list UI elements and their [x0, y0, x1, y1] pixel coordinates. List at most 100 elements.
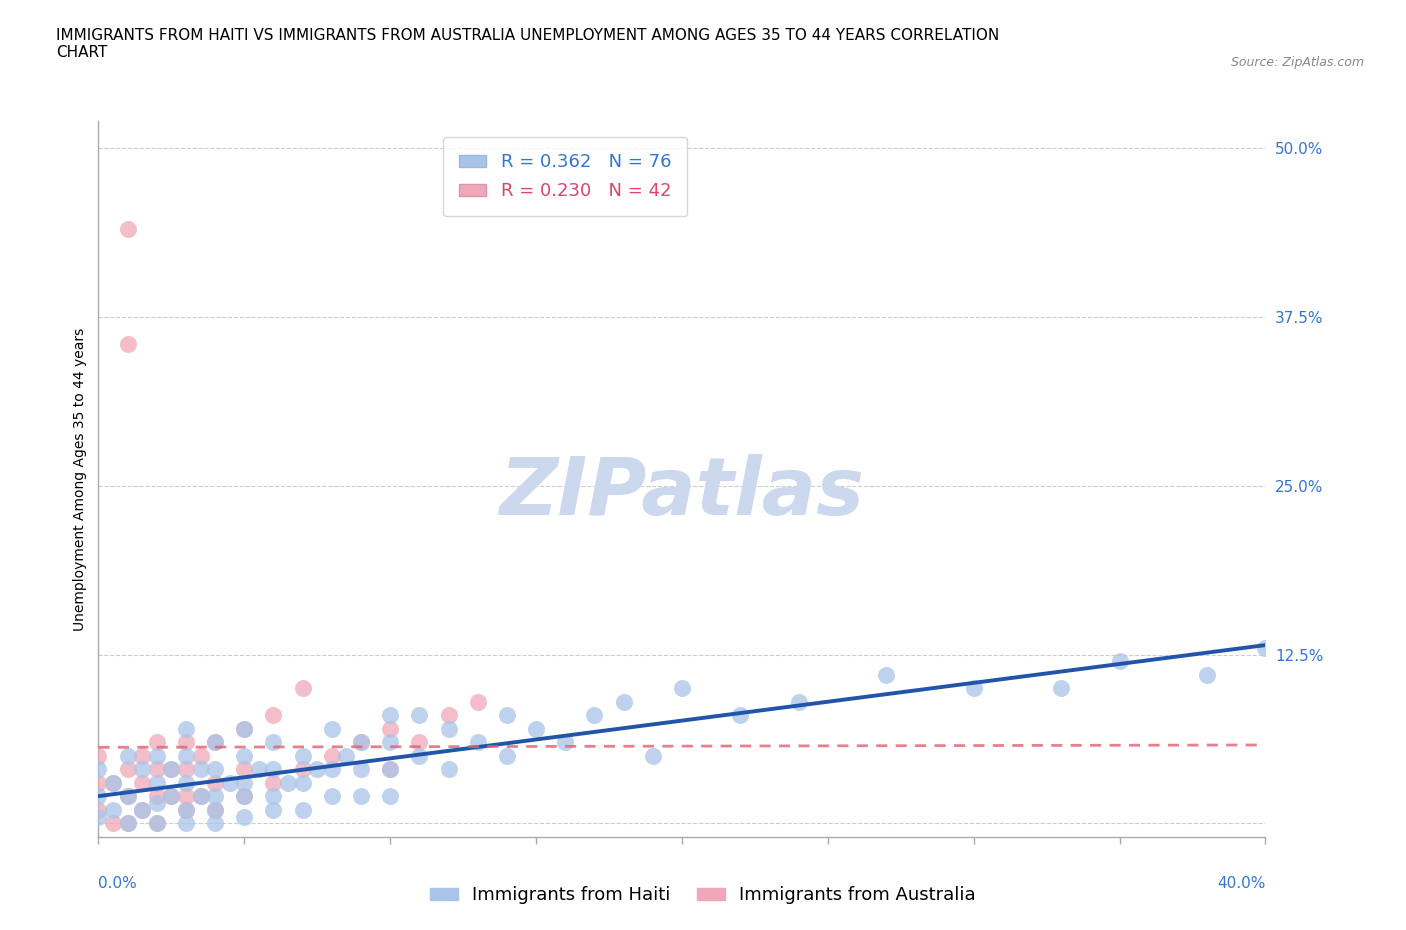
Point [1108, 654, 1130, 669]
Point [233, 749, 256, 764]
Point [190, 789, 212, 804]
Point [218, 776, 240, 790]
Point [160, 762, 183, 777]
Point [174, 789, 197, 804]
Point [204, 816, 226, 830]
Point [335, 749, 357, 764]
Point [307, 762, 329, 777]
Point [291, 681, 314, 696]
Point [262, 789, 284, 804]
Point [380, 762, 402, 777]
Point [87, 762, 110, 777]
Point [467, 695, 489, 710]
Text: ZIPatlas: ZIPatlas [499, 454, 865, 532]
Point [146, 749, 169, 764]
Point [787, 695, 810, 710]
Text: 40.0%: 40.0% [1218, 876, 1265, 891]
Point [190, 749, 212, 764]
Point [146, 776, 169, 790]
Point [612, 695, 634, 710]
Point [146, 762, 169, 777]
Point [117, 749, 139, 764]
Point [875, 668, 897, 683]
Point [350, 735, 373, 750]
Point [641, 749, 664, 764]
Point [146, 789, 169, 804]
Text: 0.0%: 0.0% [98, 876, 138, 891]
Point [101, 776, 124, 790]
Point [350, 735, 373, 750]
Point [233, 722, 256, 737]
Point [496, 708, 519, 723]
Point [160, 762, 183, 777]
Point [117, 789, 139, 804]
Point [131, 762, 153, 777]
Point [146, 796, 169, 811]
Point [380, 789, 402, 804]
Point [131, 749, 153, 764]
Text: IMMIGRANTS FROM HAITI VS IMMIGRANTS FROM AUSTRALIA UNEMPLOYMENT AMONG AGES 35 TO: IMMIGRANTS FROM HAITI VS IMMIGRANTS FROM… [56, 28, 1000, 60]
Point [350, 789, 373, 804]
Point [204, 789, 226, 804]
Point [87, 749, 110, 764]
Point [146, 816, 169, 830]
Point [437, 708, 460, 723]
Point [174, 816, 197, 830]
Point [174, 776, 197, 790]
Point [321, 789, 343, 804]
Point [321, 762, 343, 777]
Point [174, 803, 197, 817]
Point [87, 776, 110, 790]
Point [291, 803, 314, 817]
Point [262, 803, 284, 817]
Point [87, 809, 110, 824]
Point [350, 762, 373, 777]
Point [233, 789, 256, 804]
Point [554, 735, 576, 750]
Point [1254, 641, 1277, 656]
Point [117, 816, 139, 830]
Point [291, 776, 314, 790]
Point [380, 762, 402, 777]
Point [174, 749, 197, 764]
Point [174, 722, 197, 737]
Point [291, 762, 314, 777]
Point [160, 789, 183, 804]
Text: Source: ZipAtlas.com: Source: ZipAtlas.com [1230, 56, 1364, 69]
Point [321, 749, 343, 764]
Point [190, 762, 212, 777]
Point [233, 789, 256, 804]
Point [146, 735, 169, 750]
Point [730, 708, 752, 723]
Point [380, 708, 402, 723]
Point [467, 735, 489, 750]
Point [101, 803, 124, 817]
Point [87, 789, 110, 804]
Point [174, 735, 197, 750]
Point [437, 722, 460, 737]
Point [204, 762, 226, 777]
Legend: Immigrants from Haiti, Immigrants from Australia: Immigrants from Haiti, Immigrants from A… [423, 879, 983, 911]
Point [174, 803, 197, 817]
Point [204, 803, 226, 817]
Point [380, 735, 402, 750]
Point [233, 762, 256, 777]
Point [408, 735, 430, 750]
Point [87, 803, 110, 817]
Point [101, 816, 124, 830]
Point [174, 762, 197, 777]
Legend: R = 0.362   N = 76, R = 0.230   N = 42: R = 0.362 N = 76, R = 0.230 N = 42 [443, 137, 688, 217]
Point [1195, 668, 1218, 683]
Point [233, 722, 256, 737]
Point [131, 776, 153, 790]
Point [117, 337, 139, 352]
Point [233, 809, 256, 824]
Point [117, 816, 139, 830]
Point [190, 789, 212, 804]
Point [262, 708, 284, 723]
Point [524, 722, 547, 737]
Point [380, 722, 402, 737]
Point [277, 776, 299, 790]
Point [131, 803, 153, 817]
Point [204, 803, 226, 817]
